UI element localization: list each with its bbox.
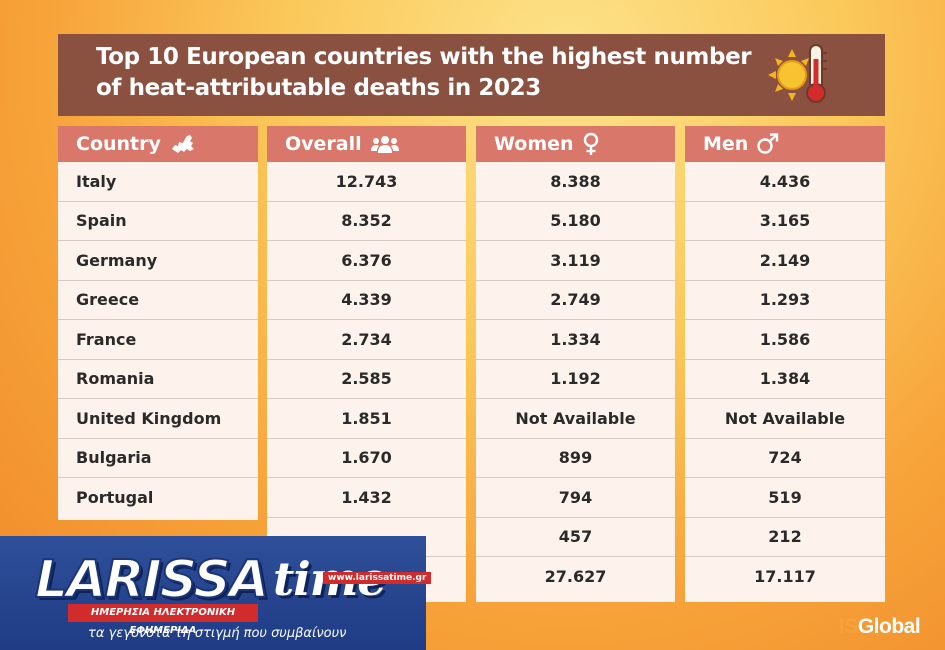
male-symbol-icon <box>757 133 779 154</box>
men-cell: Not Available <box>685 399 885 439</box>
country-cell: Romania <box>58 360 258 399</box>
women-cell: 5.180 <box>476 202 675 241</box>
overall-cell: 8.352 <box>267 202 466 241</box>
women-cell: 1.192 <box>476 360 675 399</box>
overall-cell: 12.743 <box>267 162 466 202</box>
women-cell: 2.749 <box>476 281 675 320</box>
country-header-label: Country <box>76 133 161 155</box>
women-cell: 457 <box>476 518 675 557</box>
larissa-time-logo: LARISSA time www.larissatime.gr ΗΜΕΡΗΣΙΑ… <box>0 536 432 650</box>
men-cell: 212 <box>685 518 885 557</box>
country-column: Country Italy Spain Germany Greece Franc… <box>58 126 258 520</box>
country-cell: Spain <box>58 202 258 241</box>
women-header: Women <box>476 126 675 162</box>
women-cell: 899 <box>476 439 675 478</box>
women-cell: 3.119 <box>476 241 675 281</box>
overall-cell: 4.339 <box>267 281 466 320</box>
europe-map-icon <box>171 135 194 153</box>
women-header-label: Women <box>494 133 574 155</box>
country-cell: United Kingdom <box>58 399 258 439</box>
logo-word: LARISSA <box>34 549 270 611</box>
country-cell: Bulgaria <box>58 439 258 478</box>
men-column: Men 4.436 3.165 2.149 1.293 1.586 1.384 … <box>685 126 885 602</box>
overall-cell: 2.734 <box>267 320 466 360</box>
sun-thermometer-icon <box>768 44 827 103</box>
people-group-icon <box>370 136 399 153</box>
men-total-cell: 17.117 <box>754 567 816 587</box>
women-cell: 1.334 <box>476 320 675 360</box>
men-header: Men <box>685 126 885 162</box>
title-bar: Top 10 European countries with the highe… <box>58 34 885 116</box>
country-cell: Greece <box>58 281 258 320</box>
women-cell: 794 <box>476 478 675 518</box>
logo-url: www.larissatime.gr <box>323 572 432 584</box>
men-cell: 1.293 <box>685 281 885 320</box>
overall-cell: 2.585 <box>267 360 466 399</box>
country-cell: France <box>58 320 258 360</box>
overall-cell: 6.376 <box>267 241 466 281</box>
female-symbol-icon <box>583 132 598 155</box>
country-cell: Italy <box>58 162 258 202</box>
women-cell: 8.388 <box>476 162 675 202</box>
isglobal-logo: ISGlobal <box>839 615 921 639</box>
men-cell: 1.586 <box>685 320 885 360</box>
overall-column: Overall 12.743 8.352 6.376 4.339 2.734 2… <box>267 126 466 602</box>
women-cell: Not Available <box>476 399 675 439</box>
page-title: Top 10 European countries with the highe… <box>96 44 752 101</box>
country-cell: Portugal <box>76 488 154 508</box>
women-column: Women 8.388 5.180 3.119 2.749 1.334 1.19… <box>476 126 675 602</box>
overall-header: Overall <box>267 126 466 162</box>
logo-tagline: τα γεγονότα τη στιγμή που συμβαίνουν <box>88 626 347 641</box>
men-cell: 4.436 <box>685 162 885 202</box>
isglobal-prefix: IS <box>839 615 858 638</box>
women-total-cell: 27.627 <box>544 567 607 587</box>
men-header-label: Men <box>703 133 749 155</box>
overall-cell: 1.851 <box>267 399 466 439</box>
isglobal-suffix: Global <box>857 615 921 638</box>
men-cell: 1.384 <box>685 360 885 399</box>
overall-cell: 1.670 <box>267 439 466 478</box>
overall-cell: 1.432 <box>267 478 466 518</box>
men-cell: 724 <box>685 439 885 478</box>
logo-wordmark: LARISSA time www.larissatime.gr <box>25 548 432 618</box>
logo-ribbon: ΗΜΕΡΗΣΙΑ ΗΛΕΚΤΡΟΝΙΚΗ ΕΦΗΜΕΡΙΔΑ <box>68 604 258 636</box>
men-cell: 519 <box>685 478 885 518</box>
country-header: Country <box>58 126 258 162</box>
country-cell: Germany <box>58 241 258 281</box>
men-cell: 2.149 <box>685 241 885 281</box>
men-cell: 3.165 <box>685 202 885 241</box>
overall-header-label: Overall <box>285 133 362 155</box>
